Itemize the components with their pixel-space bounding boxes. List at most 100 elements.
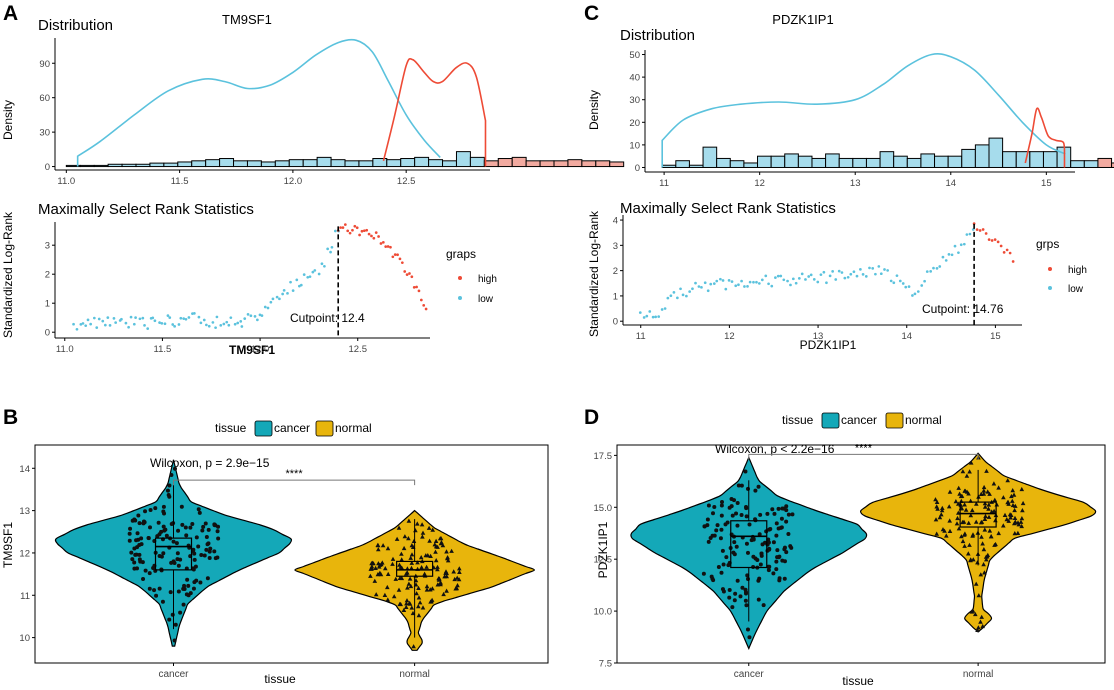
d-violin-point-normal xyxy=(1005,499,1011,504)
c-rank-low-point xyxy=(679,287,682,291)
a-rank-xtick-label: 12.5 xyxy=(348,344,367,355)
b-violin-point-cancer xyxy=(147,571,152,576)
d-violin-point-cancer xyxy=(716,565,721,570)
b-violin-point-cancer xyxy=(181,602,186,607)
c-dist-ytick-label: 20 xyxy=(629,118,640,129)
b-violin-point-normal xyxy=(416,595,422,600)
d-violin-point-normal xyxy=(983,513,988,519)
a-dist-hist-low-bar xyxy=(177,161,193,168)
a-dist-hist-low-bar xyxy=(469,156,485,168)
d-violin-point-cancer xyxy=(743,590,748,595)
c-rank-low-point xyxy=(786,279,789,283)
d-violin-point-normal xyxy=(981,547,987,552)
d-violin-point-cancer xyxy=(712,504,717,509)
b-legend-normal-key xyxy=(315,420,334,437)
c-rank-low-point xyxy=(957,251,960,255)
d-legend: tissue cancer normal xyxy=(782,412,942,429)
d-violin-point-cancer xyxy=(745,627,750,632)
a-rank-low-point xyxy=(260,314,264,317)
c-dist-ytick-label: 0 xyxy=(635,163,640,174)
d-violin-point-normal xyxy=(980,541,985,546)
d-xlabel: tissue xyxy=(842,674,874,688)
b-violin-point-cancer xyxy=(136,513,141,518)
b-violin-point-cancer xyxy=(212,523,217,528)
b-violin-point-cancer xyxy=(137,542,142,547)
c-rank-low-point xyxy=(648,310,652,313)
b-violin-point-cancer xyxy=(188,591,193,596)
a-rank-high-point xyxy=(374,231,378,234)
d-violin-point-cancer xyxy=(710,511,715,516)
d-violin-point-normal xyxy=(966,551,971,556)
d-violin-point-cancer xyxy=(784,504,789,509)
b-violin-point-cancer xyxy=(196,507,201,512)
d-violin-point-cancer xyxy=(747,522,752,527)
d-violin-point-normal xyxy=(962,502,967,507)
c-rank-low-point xyxy=(895,274,899,278)
d-violin-point-cancer xyxy=(744,514,749,519)
b-violin-point-cancer xyxy=(143,568,148,573)
d-violin-point-normal xyxy=(973,581,979,586)
a-rank-high-point xyxy=(355,226,359,230)
b-violin-point-cancer xyxy=(193,564,198,569)
d-violin-point-cancer xyxy=(734,511,739,516)
b-violin-point-normal xyxy=(445,555,450,560)
d-violin-point-cancer xyxy=(753,488,758,493)
b-violin-point-cancer xyxy=(154,593,159,598)
a-rank-low-point xyxy=(153,319,157,323)
d-violin-ytick-label: 17.5 xyxy=(594,451,613,462)
b-violin-point-normal xyxy=(397,562,402,567)
d-violin-point-cancer xyxy=(755,557,760,562)
d-violin-point-cancer xyxy=(770,507,775,512)
b-violin-point-cancer xyxy=(194,535,199,540)
d-violin-point-cancer xyxy=(740,585,745,590)
c-dist-hist-low-bar xyxy=(1070,160,1085,168)
b-violin-point-cancer xyxy=(199,552,204,557)
d-violin-point-normal xyxy=(981,491,987,496)
b-violin-point-cancer xyxy=(178,557,183,562)
panel-letter-a: A xyxy=(3,2,18,25)
a-dist-xtick-label: 12.0 xyxy=(284,176,303,187)
d-violin-point-normal xyxy=(966,491,971,496)
c-rank-low-point xyxy=(789,283,792,287)
a-rank-ytick-label: 2 xyxy=(45,270,50,281)
c-rank-low-point xyxy=(846,275,850,279)
a-rank-low-point xyxy=(211,321,215,324)
c-rank-low-point xyxy=(700,285,703,289)
c-rank-low-point xyxy=(859,268,862,271)
a-rank-low-point xyxy=(132,322,136,326)
b-violin-point-normal xyxy=(368,573,373,578)
c-rank-low-point xyxy=(883,268,886,271)
b-violin-point-cancer xyxy=(161,551,166,556)
c-rank-low-point xyxy=(843,276,847,280)
a-rank-low-point xyxy=(266,306,270,310)
b-violin-point-cancer xyxy=(148,525,153,530)
a-rank-low-point xyxy=(168,316,172,319)
b-violin-point-cancer xyxy=(161,524,166,529)
c-dist-hist-low-bar xyxy=(675,160,690,168)
a-rank-high-point xyxy=(398,257,402,261)
a-dist-hist-low-bar xyxy=(93,164,109,168)
b-violin-ytick-label: 14 xyxy=(19,464,30,475)
c-legend-low-label: low xyxy=(1068,284,1084,295)
d-violin-point-normal xyxy=(968,557,973,562)
a-legend: graps high low xyxy=(446,247,497,305)
c-rank-high-point xyxy=(981,228,985,231)
a-rank-low-point xyxy=(308,275,312,279)
a-rank-high-point xyxy=(343,223,347,226)
c-rank-low-point xyxy=(809,273,813,277)
c-rank-low-point xyxy=(965,233,969,236)
c-rank-low-point xyxy=(822,270,826,274)
a-rank-low-point xyxy=(334,229,337,233)
d-violin-point-normal xyxy=(988,534,994,539)
d-violin-point-normal xyxy=(955,515,960,521)
b-violin-point-normal xyxy=(385,571,391,576)
a-dist-hist-low-bar xyxy=(442,160,457,168)
b-violin-point-normal xyxy=(406,518,412,523)
a-dist-hist-low-bar xyxy=(246,160,262,168)
d-violin-point-normal xyxy=(1005,478,1010,483)
b-violin-point-normal xyxy=(385,546,391,551)
c-rank-low-point xyxy=(703,281,707,285)
b-violin-xtick-label: normal xyxy=(399,669,430,680)
d-violin-point-normal xyxy=(968,460,974,465)
b-violin-point-normal xyxy=(418,555,424,560)
